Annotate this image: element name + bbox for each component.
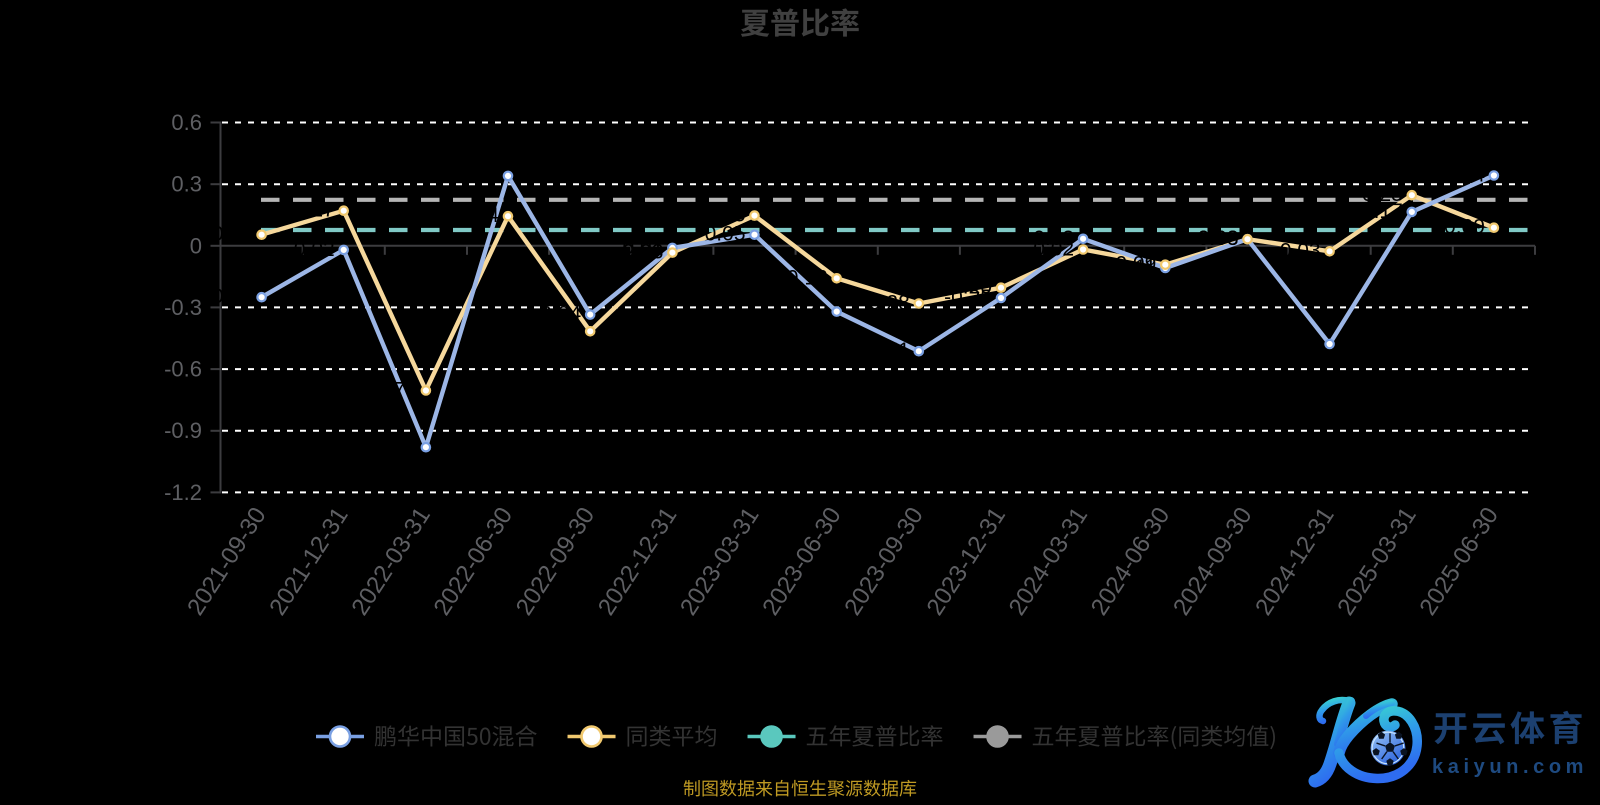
svg-text:0: 0 xyxy=(190,233,202,258)
svg-text:0.17: 0.17 xyxy=(1362,200,1403,223)
svg-text:-0.28: -0.28 xyxy=(862,292,910,315)
svg-text:-0.48: -0.48 xyxy=(1273,332,1321,355)
svg-text:-0.01: -0.01 xyxy=(616,236,664,259)
svg-text:-0.70: -0.70 xyxy=(369,379,417,402)
svg-text:kaiyun.com: kaiyun.com xyxy=(1432,756,1588,778)
svg-text:0.34: 0.34 xyxy=(458,164,499,187)
svg-text:-0.03: -0.03 xyxy=(616,241,664,264)
svg-text:-0.6: -0.6 xyxy=(164,357,202,382)
svg-text:0.14: 0.14 xyxy=(458,204,499,227)
svg-text:0.05: 0.05 xyxy=(705,223,746,246)
svg-text:-0.02: -0.02 xyxy=(1026,238,1074,261)
svg-text:0.15: 0.15 xyxy=(705,204,746,227)
svg-text:-0.11: -0.11 xyxy=(1110,256,1156,279)
svg-text:-0.32: -0.32 xyxy=(780,300,828,323)
svg-text:0.03: 0.03 xyxy=(1198,227,1239,250)
svg-text:-0.25: -0.25 xyxy=(205,285,253,308)
svg-text:0.6: 0.6 xyxy=(171,110,202,135)
svg-text:-1.2: -1.2 xyxy=(164,480,202,505)
svg-text:0.09: 0.09 xyxy=(1444,216,1485,239)
svg-text:0.03: 0.03 xyxy=(1198,227,1239,250)
svg-text:-0.51: -0.51 xyxy=(862,339,910,362)
svg-text:0.3: 0.3 xyxy=(171,172,202,197)
svg-text:-0.98: -0.98 xyxy=(369,435,417,458)
svg-text:-0.09: -0.09 xyxy=(1108,253,1156,276)
svg-text:-0.25: -0.25 xyxy=(944,286,992,309)
svg-text:-0.03: -0.03 xyxy=(1273,239,1321,262)
svg-text:-0.9: -0.9 xyxy=(164,418,202,443)
svg-text:-0.3: -0.3 xyxy=(164,295,202,320)
svg-text:0.34: 0.34 xyxy=(1444,164,1485,187)
svg-text:-0.42: -0.42 xyxy=(533,319,581,342)
svg-text:0.05: 0.05 xyxy=(212,223,253,246)
svg-text:-0.16: -0.16 xyxy=(780,266,828,289)
svg-text:0.25: 0.25 xyxy=(1362,183,1403,206)
svg-text:0.03: 0.03 xyxy=(1033,227,1074,250)
svg-text:-0.20: -0.20 xyxy=(944,276,992,299)
svg-text:-0.34: -0.34 xyxy=(533,303,581,326)
svg-text:0.17: 0.17 xyxy=(294,199,335,222)
svg-text:-0.02: -0.02 xyxy=(287,238,335,261)
